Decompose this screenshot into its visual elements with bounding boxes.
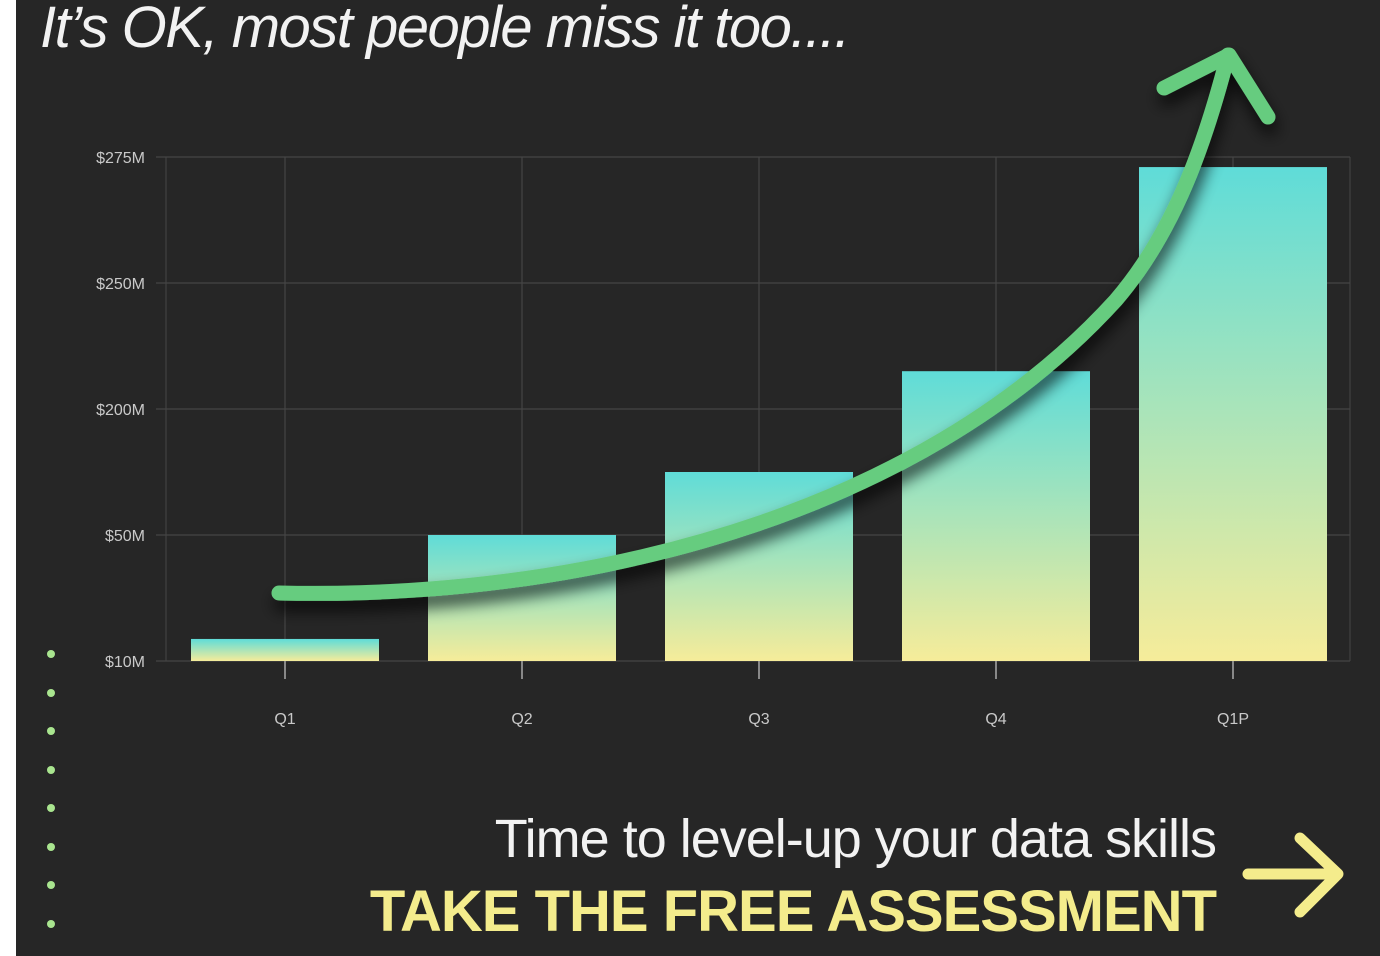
trend-arrow-curve xyxy=(271,47,1236,601)
y-axis: $10M $50M $200M $250M $275M xyxy=(96,150,145,671)
headline: It’s OK, most people miss it too.... xyxy=(40,0,850,60)
x-tick-label: Q1P xyxy=(1217,711,1249,728)
dot xyxy=(47,842,55,851)
bar-q1 xyxy=(191,638,379,661)
trend-arrow-head xyxy=(1156,47,1276,125)
dot xyxy=(47,919,55,928)
y-tick-label: $275M xyxy=(96,150,145,167)
x-tick-label: Q4 xyxy=(985,711,1006,728)
dot xyxy=(47,765,55,774)
dot xyxy=(47,688,55,697)
dot xyxy=(47,804,55,812)
x-axis: Q1 Q2 Q3 Q4 Q1P xyxy=(274,661,1249,728)
bar-chart: $10M $50M $200M $250M $275M Q1 Q2 Q3 Q4 Q1P xyxy=(96,47,1351,728)
x-tick-label: Q3 xyxy=(748,711,769,728)
infographic-canvas: It’s OK, most people miss it too.... $10… xyxy=(16,0,1380,956)
bar-q2 xyxy=(428,535,616,661)
dot xyxy=(47,881,55,889)
bar-q4 xyxy=(902,371,1090,661)
y-tick-label: $50M xyxy=(105,528,145,545)
x-tick-label: Q2 xyxy=(511,711,532,728)
bar-q1p xyxy=(1139,167,1327,661)
x-tick-label: Q1 xyxy=(274,711,295,728)
y-tick-label: $250M xyxy=(96,276,145,293)
decorative-dots xyxy=(47,650,55,956)
cta-subtitle: Time to level-up your data skills xyxy=(494,809,1217,869)
take-assessment-button[interactable]: TAKE THE FREE ASSESSMENT xyxy=(369,879,1217,944)
right-arrow-icon[interactable] xyxy=(1238,826,1348,926)
dot xyxy=(47,650,55,658)
dot xyxy=(47,727,55,735)
y-tick-label: $200M xyxy=(96,402,145,419)
trend-arrow xyxy=(271,47,1276,601)
y-tick-label: $10M xyxy=(105,654,145,671)
